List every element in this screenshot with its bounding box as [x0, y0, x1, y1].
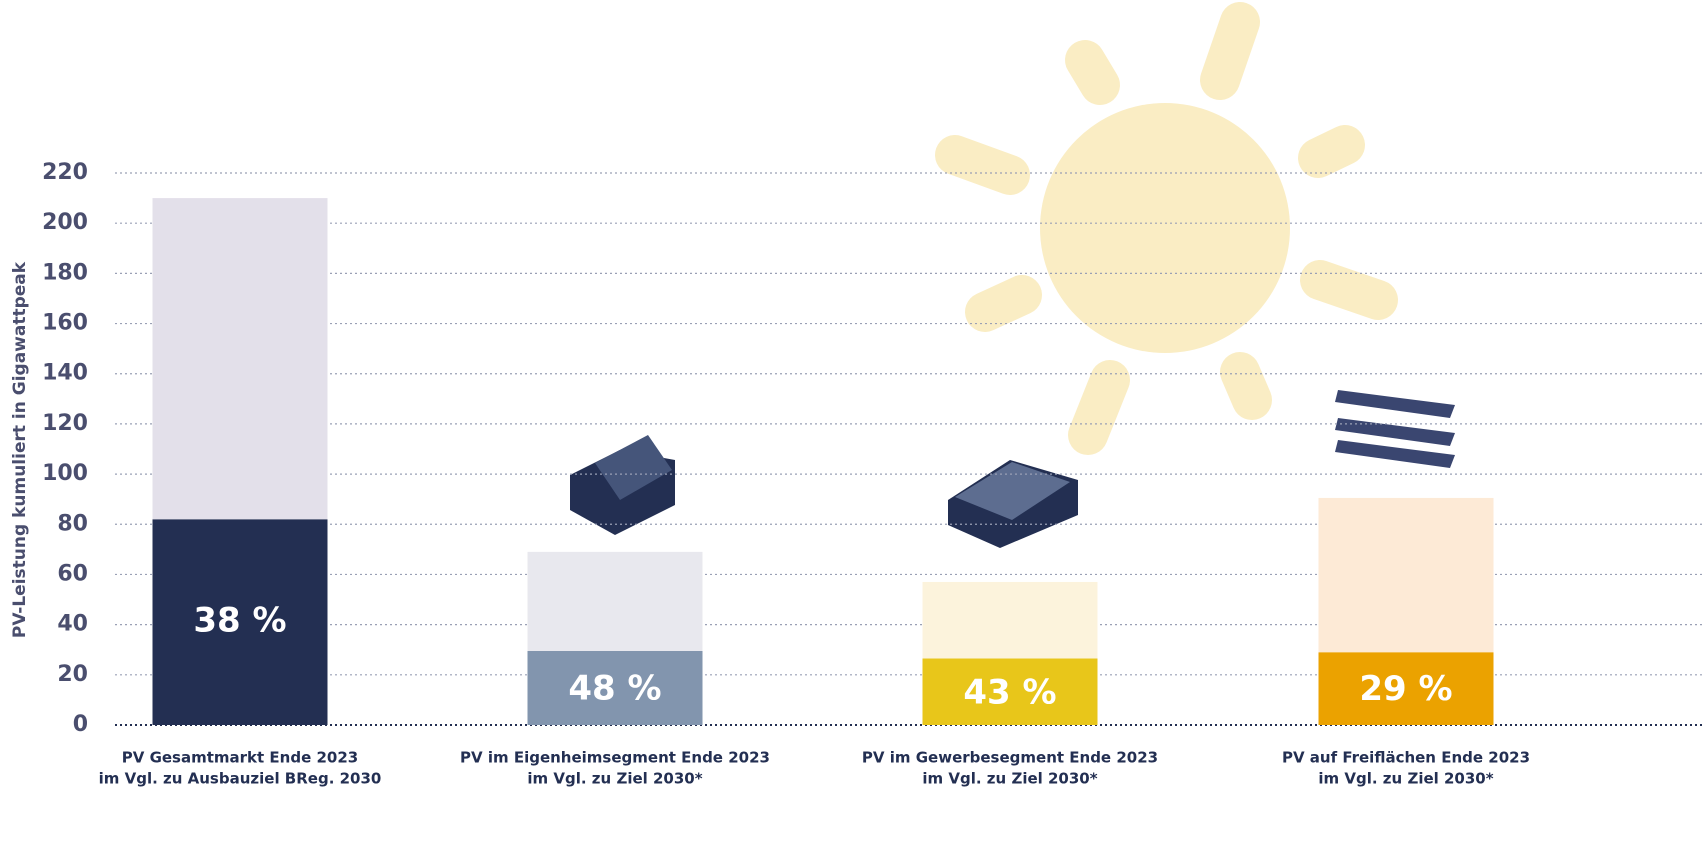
percent-label: 29 %	[1359, 669, 1452, 709]
y-tick-label: 100	[42, 461, 88, 486]
y-axis-label: PV-Leistung kumuliert in Gigawattpeak	[10, 261, 30, 638]
x-tick-label: PV im Gewerbesegment Ende 2023	[862, 749, 1158, 767]
percent-label: 38 %	[193, 601, 286, 641]
y-tick-label: 180	[42, 260, 88, 285]
x-tick-label: im Vgl. zu Ziel 2030*	[922, 770, 1097, 788]
y-tick-label: 120	[42, 411, 88, 436]
bar-segment	[1318, 652, 1494, 725]
bar-segment	[527, 551, 703, 651]
x-tick-label: im Vgl. zu Ausbauziel BReg. 2030	[99, 770, 382, 788]
y-tick-label: 80	[57, 511, 88, 536]
y-tick-label: 200	[42, 210, 88, 235]
house-icon	[570, 435, 675, 535]
y-tick-label: 220	[42, 160, 88, 185]
x-tick-label: PV auf Freiflächen Ende 2023	[1282, 749, 1530, 767]
bar-segment	[922, 581, 1098, 659]
y-tick-label: 40	[57, 612, 88, 637]
y-tick-label: 60	[57, 561, 88, 586]
x-tick-label: PV im Eigenheimsegment Ende 2023	[460, 749, 770, 767]
bar-segment	[922, 658, 1098, 725]
field-panels-icon	[1335, 390, 1455, 468]
commercial-icon	[948, 460, 1078, 548]
bar-segment	[152, 519, 328, 725]
y-tick-label: 0	[73, 712, 88, 737]
x-tick-label: PV Gesamtmarkt Ende 2023	[122, 749, 358, 767]
x-tick-label: im Vgl. zu Ziel 2030*	[1318, 770, 1493, 788]
bar-segment	[527, 650, 703, 725]
percent-label: 48 %	[568, 668, 661, 708]
percent-label: 43 %	[963, 672, 1056, 712]
y-tick-label: 140	[42, 361, 88, 386]
y-tick-label: 160	[42, 311, 88, 336]
y-tick-label: 20	[57, 662, 88, 687]
x-tick-label: im Vgl. zu Ziel 2030*	[527, 770, 702, 788]
bar-segment	[152, 198, 328, 520]
sun	[935, 2, 1398, 455]
bar-segment	[1318, 497, 1494, 653]
